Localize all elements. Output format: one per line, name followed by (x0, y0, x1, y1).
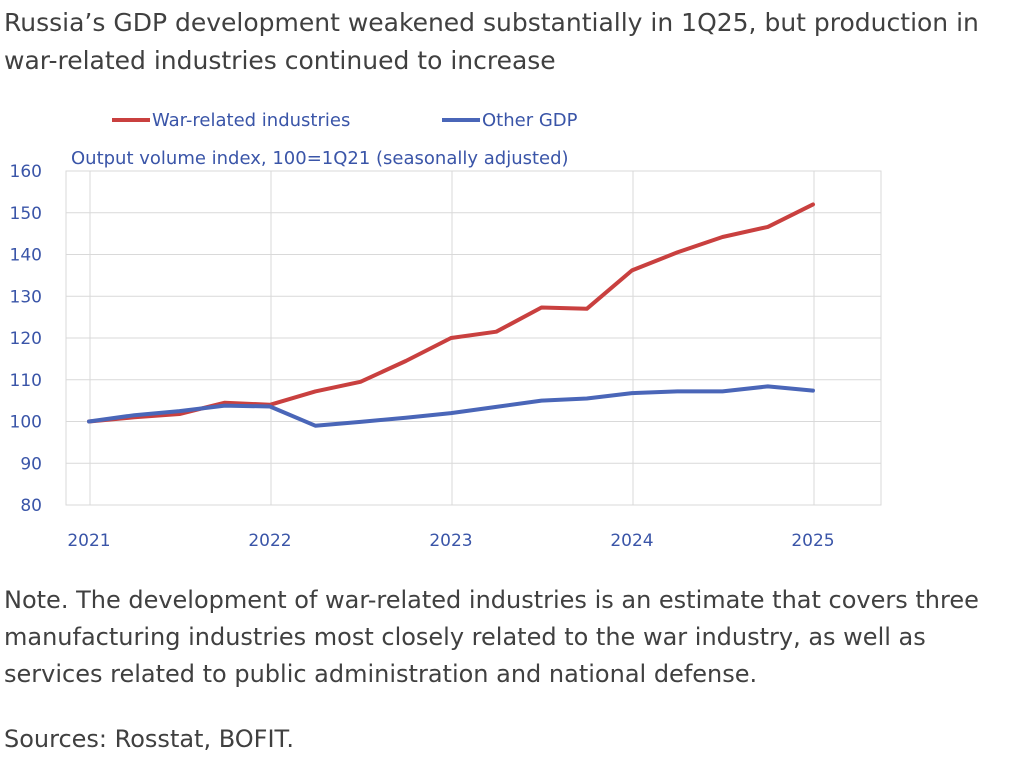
y-tick-label: 110 (10, 371, 42, 391)
legend-label-other-gdp: Other GDP (482, 110, 578, 131)
chart-title: Russia’s GDP development weakened substa… (4, 8, 979, 75)
y-tick-label: 150 (10, 204, 42, 224)
series-line-war-related (87, 202, 815, 424)
gridlines (66, 170, 881, 506)
y-tick-label: 90 (20, 454, 42, 474)
x-tick-label: 2024 (610, 531, 653, 551)
chart-sources: Sources: Rosstat, BOFIT. (4, 725, 294, 753)
plot-area-border (65, 170, 882, 506)
y-tick-label: 80 (20, 496, 42, 516)
x-tick-label: 2023 (429, 531, 472, 551)
y-tick-label: 130 (10, 287, 42, 307)
x-tick-label: 2022 (248, 531, 291, 551)
y-axis: 80 90 100 110 120 130 140 150 160 (10, 162, 42, 516)
line-chart: War-related industries Other GDP Output … (10, 110, 882, 551)
legend: War-related industries Other GDP (112, 110, 578, 131)
x-tick-label: 2021 (67, 531, 110, 551)
y-tick-label: 140 (10, 246, 42, 266)
series (87, 202, 815, 428)
series-line-other-gdp (87, 384, 815, 428)
x-tick-label: 2025 (791, 531, 834, 551)
legend-label-war-related: War-related industries (152, 110, 350, 131)
y-tick-label: 100 (10, 413, 42, 433)
x-axis: 2021 2022 2023 2024 2025 (67, 531, 834, 551)
chart-note: Note. The development of war-related ind… (4, 586, 979, 688)
units-label: Output volume index, 100=1Q21 (seasonall… (71, 148, 569, 169)
y-tick-label: 160 (10, 162, 42, 182)
y-tick-label: 120 (10, 329, 42, 349)
